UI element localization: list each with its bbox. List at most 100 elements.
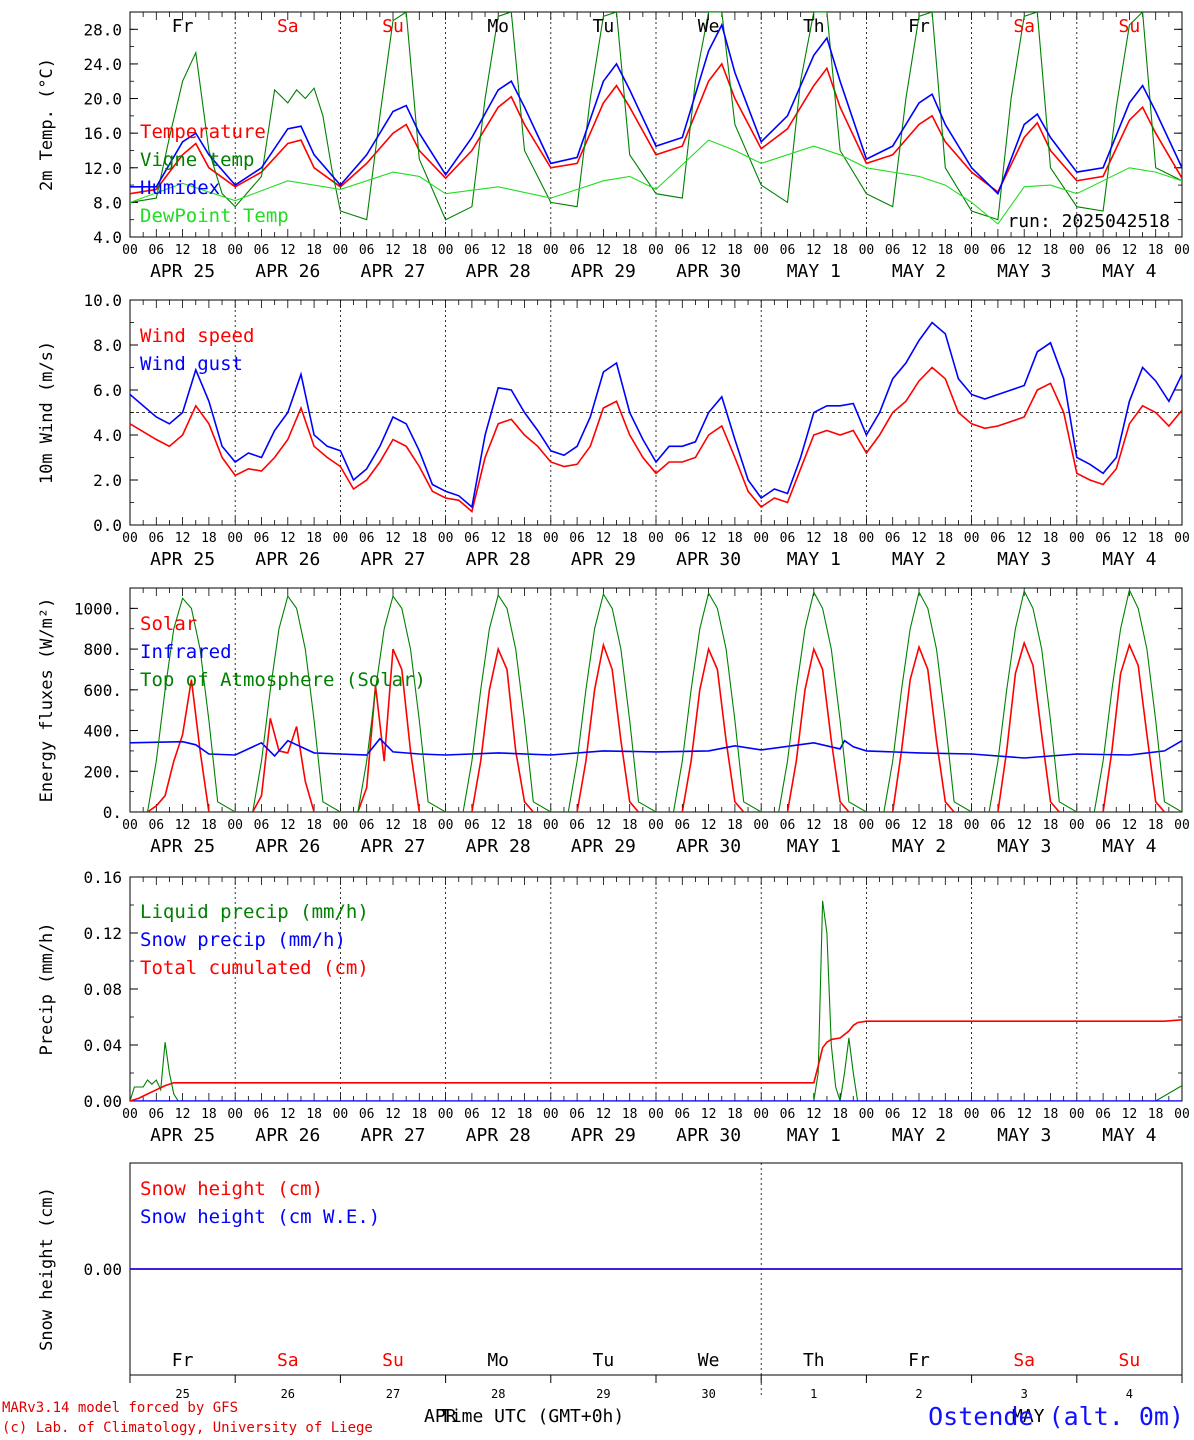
y-tick-label: 10.0: [83, 291, 122, 310]
hour-tick-label: 12: [701, 1107, 717, 1122]
hour-tick-label: 12: [385, 1107, 401, 1122]
hour-tick-label: 18: [727, 531, 743, 546]
hour-tick-label: 06: [359, 531, 375, 546]
hour-tick-label: 00: [227, 243, 243, 258]
hour-tick-label: 00: [227, 818, 243, 833]
hour-tick-label: 00: [964, 531, 980, 546]
hour-tick-label: 18: [727, 243, 743, 258]
legend-entry: Vigne temp: [140, 149, 254, 171]
hour-tick-label: 06: [359, 1107, 375, 1122]
date-label: MAY 2: [892, 1125, 946, 1146]
hour-tick-label: 06: [254, 531, 270, 546]
hour-tick-label: 12: [280, 243, 296, 258]
hour-tick-label: 00: [648, 1107, 664, 1122]
hour-tick-label: 06: [569, 1107, 585, 1122]
hour-tick-label: 18: [937, 531, 953, 546]
hour-tick-label: 06: [359, 243, 375, 258]
date-label: MAY 4: [1102, 549, 1156, 570]
hour-tick-label: 06: [1095, 531, 1111, 546]
hour-tick-label: 00: [1174, 243, 1190, 258]
date-label: APR 26: [255, 549, 320, 570]
hour-tick-label: 18: [306, 1107, 322, 1122]
hour-tick-label: 12: [806, 1107, 822, 1122]
hour-tick-label: 06: [674, 531, 690, 546]
y-tick-label: 0.04: [83, 1036, 122, 1055]
weekday-label: Su: [382, 16, 404, 37]
y-tick-label: 0.0: [93, 516, 122, 535]
legend-entry: Total cumulated (cm): [140, 957, 369, 979]
series-line-infrared: [130, 737, 1182, 759]
hour-tick-label: 18: [937, 1107, 953, 1122]
series-line-temperature: [130, 62, 1182, 195]
hour-tick-label: 18: [832, 531, 848, 546]
weekday-label: Fr: [172, 1350, 194, 1371]
hour-tick-label: 00: [859, 531, 875, 546]
y-tick-label: 400.: [83, 722, 122, 741]
hour-tick-label: 18: [517, 818, 533, 833]
weekday-label: Fr: [908, 1350, 930, 1371]
hour-tick-label: 00: [438, 243, 454, 258]
hour-tick-label: 12: [701, 531, 717, 546]
series-line-total-cumulated-cm-: [130, 1019, 1182, 1101]
hour-tick-label: 18: [411, 1107, 427, 1122]
hour-tick-label: 12: [596, 1107, 612, 1122]
date-label: MAY 2: [892, 549, 946, 570]
hour-tick-label: 12: [490, 818, 506, 833]
hour-tick-label: 12: [385, 243, 401, 258]
hour-tick-label: 06: [254, 243, 270, 258]
date-label: MAY 1: [787, 1125, 841, 1146]
series-line-vigne-temp: [130, 12, 1182, 221]
date-label: MAY 3: [997, 836, 1051, 857]
hour-tick-label: 12: [175, 1107, 191, 1122]
hour-tick-label: 06: [148, 818, 164, 833]
hour-tick-label: 00: [964, 818, 980, 833]
hour-tick-label: 12: [175, 243, 191, 258]
hour-tick-label: 00: [648, 818, 664, 833]
y-axis-label: Energy fluxes (W/m²): [37, 598, 57, 803]
hour-tick-label: 12: [1122, 243, 1138, 258]
y-tick-label: 20.0: [83, 90, 122, 109]
hour-tick-label: 12: [175, 818, 191, 833]
y-tick-label: 8.0: [93, 336, 122, 355]
date-label: APR 25: [150, 836, 215, 857]
hour-tick-label: 18: [727, 818, 743, 833]
hour-tick-label: 06: [780, 243, 796, 258]
hour-tick-label: 12: [280, 531, 296, 546]
y-tick-label: 0.16: [83, 868, 122, 887]
hour-tick-label: 18: [937, 818, 953, 833]
run-label: run: 2025042518: [1007, 211, 1170, 232]
y-axis-label: Precip (mm/h): [37, 922, 57, 1055]
hour-tick-label: 06: [464, 531, 480, 546]
y-tick-label: 28.0: [83, 20, 122, 39]
date-label: APR 30: [676, 261, 741, 282]
hour-tick-label: 12: [911, 1107, 927, 1122]
hour-tick-label: 06: [569, 818, 585, 833]
model-credit: MARv3.14 model forced by GFS: [2, 1400, 239, 1416]
date-label: APR 30: [676, 549, 741, 570]
weekday-label: Mo: [487, 16, 509, 37]
hour-tick-label: 00: [438, 818, 454, 833]
hour-tick-label: 00: [1069, 531, 1085, 546]
hour-tick-label: 12: [701, 243, 717, 258]
hour-tick-label: 12: [280, 818, 296, 833]
hour-tick-label: 18: [832, 243, 848, 258]
date-label: APR 30: [676, 1125, 741, 1146]
hour-tick-label: 06: [990, 818, 1006, 833]
hour-tick-label: 18: [1043, 818, 1059, 833]
hour-tick-label: 18: [201, 243, 217, 258]
hour-tick-label: 12: [1016, 243, 1032, 258]
y-tick-label: 8.0: [93, 193, 122, 212]
date-label: APR 26: [255, 261, 320, 282]
hour-tick-label: 00: [543, 243, 559, 258]
date-label: MAY 2: [892, 261, 946, 282]
date-label: MAY 1: [787, 549, 841, 570]
series-line-humidex: [130, 22, 1182, 196]
day-number: 25: [175, 1387, 189, 1401]
hour-tick-label: 06: [148, 243, 164, 258]
y-tick-label: 0.00: [83, 1260, 122, 1279]
x-axis-title: Time UTC (GMT+0h): [440, 1406, 625, 1427]
hour-tick-label: 12: [1016, 1107, 1032, 1122]
hour-tick-label: 06: [990, 1107, 1006, 1122]
date-label: APR 25: [150, 261, 215, 282]
